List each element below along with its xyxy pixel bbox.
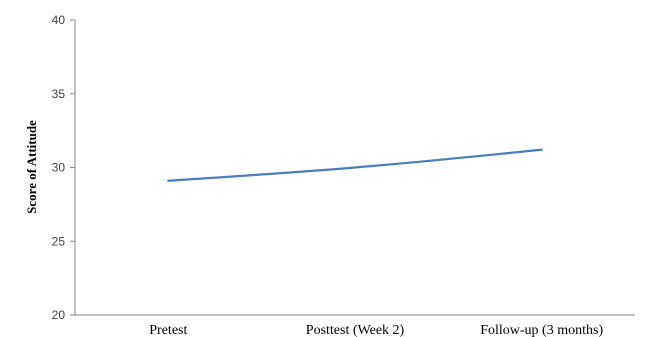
data-point: [167, 179, 170, 182]
data-point: [540, 148, 543, 151]
y-tick-label: 20: [52, 308, 66, 322]
y-axis: 20 25 30 35 40: [52, 13, 76, 322]
y-tick-label: 25: [52, 234, 66, 248]
y-tick-label: 40: [52, 13, 66, 27]
x-tick-label: Posttest (Week 2): [306, 323, 405, 337]
data-point: [354, 166, 356, 169]
y-tick-label: 35: [52, 87, 66, 101]
x-tick-label: Pretest: [149, 323, 187, 337]
x-axis-ticks: Pretest Posttest (Week 2) Follow-up (3 mon…: [149, 323, 603, 337]
x-axis: Pretest Posttest (Week 2) Follow-up (3 mon…: [75, 314, 635, 337]
y-axis-title: Score of Attitude: [24, 120, 39, 214]
series-group: [167, 148, 543, 182]
x-tick-label: Follow-up (3 months): [480, 323, 603, 337]
y-tick-label: 30: [52, 161, 66, 175]
y-axis-ticks: 20 25 30 35 40: [52, 13, 75, 322]
series-line: [167, 148, 543, 182]
